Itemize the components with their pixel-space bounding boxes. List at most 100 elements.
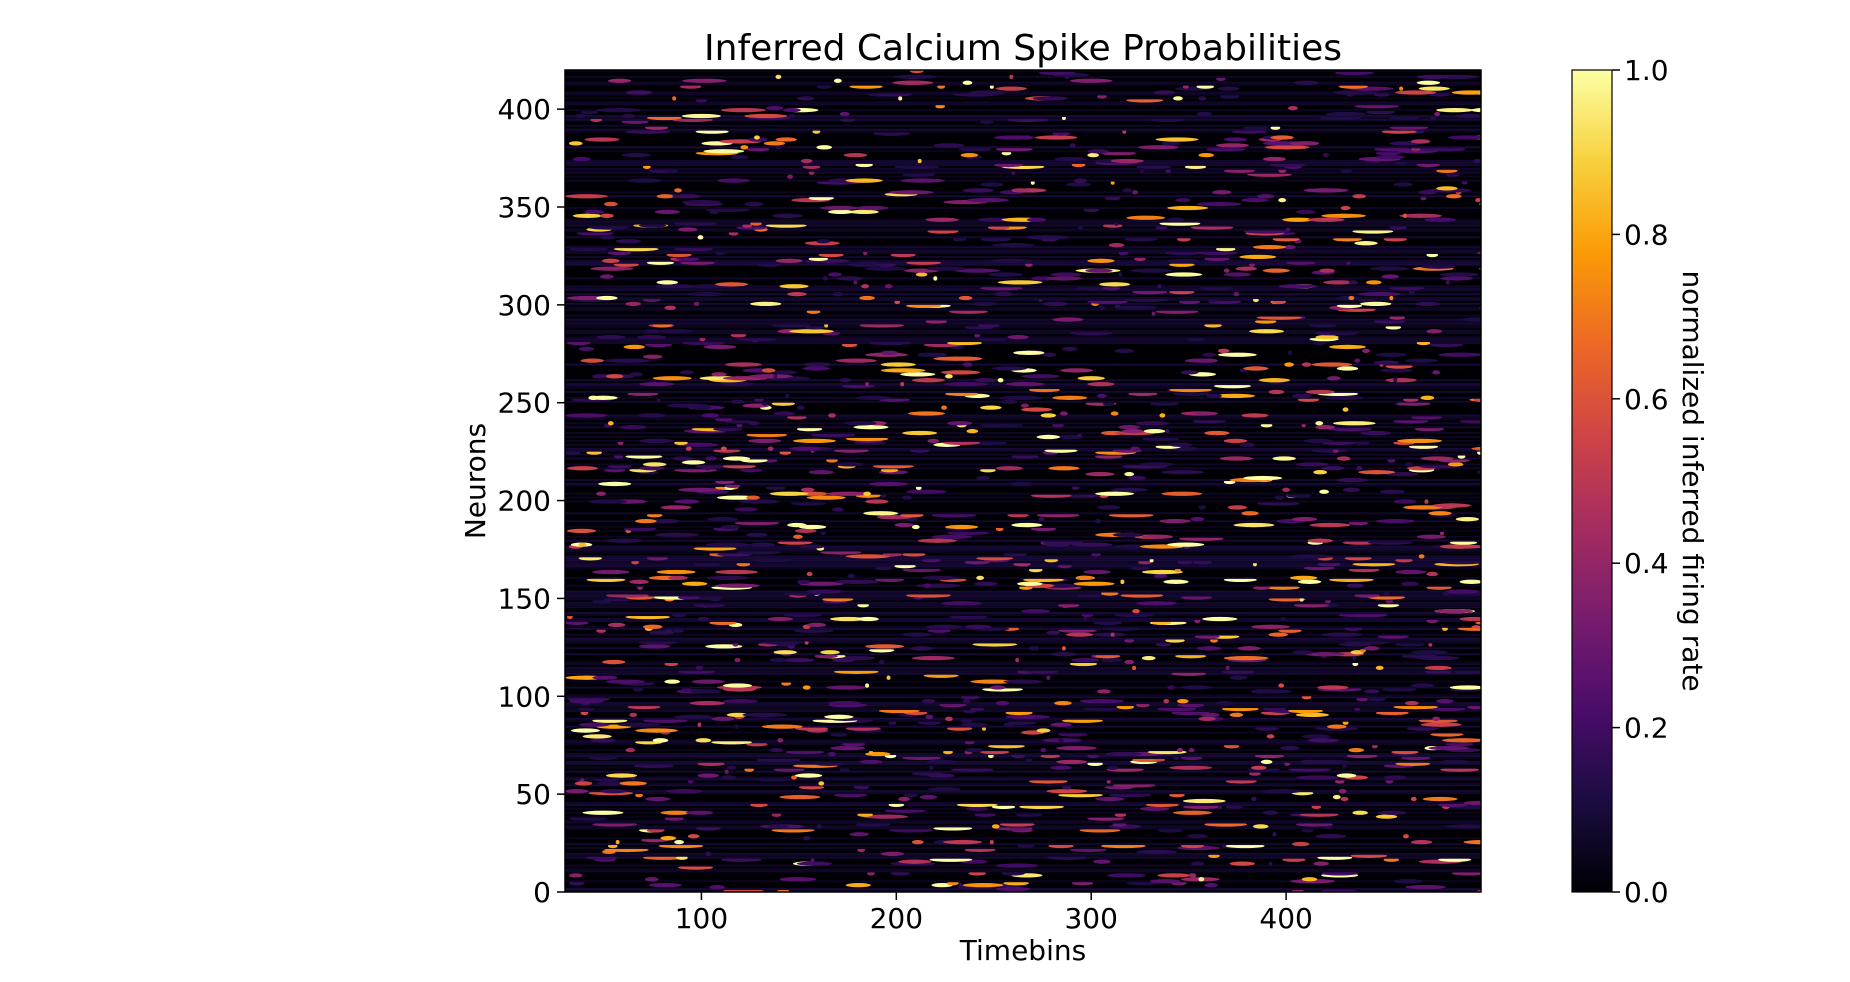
heatmap-cell xyxy=(863,491,871,496)
heatmap-cell xyxy=(911,655,955,661)
heatmap-cell xyxy=(954,268,1000,273)
heatmap-cell xyxy=(911,378,946,383)
heatmap-cell xyxy=(740,145,749,150)
heatmap-cell xyxy=(855,205,889,211)
heatmap-cell xyxy=(1399,86,1404,91)
heatmap-row-baseline xyxy=(565,529,1481,532)
heatmap-cell xyxy=(1198,96,1207,101)
heatmap-cell xyxy=(674,188,682,193)
heatmap-cell xyxy=(1477,889,1481,892)
heatmap-cell xyxy=(1046,675,1051,680)
heatmap-row-baseline xyxy=(565,414,1481,417)
heatmap-cell xyxy=(839,111,850,117)
heatmap-cell xyxy=(590,738,616,743)
y-tick-label: 0 xyxy=(533,876,551,909)
heatmap-cell xyxy=(1141,534,1174,539)
heatmap-cell xyxy=(1021,403,1029,408)
heatmap-cell xyxy=(802,685,811,690)
heatmap-cell xyxy=(1282,217,1314,222)
heatmap-row-baseline xyxy=(565,314,1481,317)
heatmap-cell xyxy=(660,505,692,510)
heatmap-cell xyxy=(1132,190,1138,195)
heatmap-cell xyxy=(1061,646,1066,651)
heatmap-cell xyxy=(945,374,953,379)
heatmap-cell xyxy=(1198,716,1216,721)
heatmap-cell xyxy=(1202,352,1216,357)
heatmap-cell xyxy=(900,178,946,183)
heatmap-cell xyxy=(1280,745,1300,751)
x-tick-label: 200 xyxy=(870,902,923,935)
heatmap-row-baseline xyxy=(565,297,1481,299)
heatmap-cell xyxy=(1153,573,1168,579)
heatmap-cell xyxy=(941,405,947,410)
heatmap-cell xyxy=(925,759,957,765)
heatmap-cell xyxy=(1256,194,1275,199)
heatmap-row-baseline xyxy=(565,207,1481,209)
heatmap-row-baseline xyxy=(565,400,1481,403)
heatmap-cell xyxy=(1321,466,1345,471)
heatmap-cell xyxy=(568,141,583,146)
heatmap-cell xyxy=(707,517,739,522)
heatmap-cell xyxy=(1295,712,1329,718)
heatmap-row-baseline xyxy=(565,93,1481,96)
heatmap-cell xyxy=(687,834,700,839)
heatmap-row-baseline xyxy=(565,547,1481,550)
heatmap-cell xyxy=(1003,679,1043,684)
heatmap-cell xyxy=(1403,505,1443,510)
heatmap-cell xyxy=(1180,685,1213,690)
chart-title: Inferred Calcium Spike Probabilities xyxy=(704,28,1342,69)
heatmap-cell xyxy=(629,579,649,584)
heatmap-row-baseline xyxy=(565,792,1481,795)
heatmap-row-baseline xyxy=(565,224,1481,227)
heatmap-cell xyxy=(915,272,928,277)
heatmap-cell xyxy=(800,158,813,164)
heatmap-cell xyxy=(1340,205,1351,211)
y-axis-label: Neurons xyxy=(459,423,492,539)
y-tick-label: 50 xyxy=(515,778,551,811)
heatmap-cell xyxy=(927,438,940,444)
heatmap-row-baseline xyxy=(565,171,1481,174)
heatmap-row-baseline xyxy=(565,324,1481,327)
heatmap-cell xyxy=(869,481,909,487)
heatmap-cell xyxy=(1042,301,1068,307)
heatmap-cell xyxy=(600,213,614,218)
heatmap-cell xyxy=(824,714,854,719)
heatmap-cell xyxy=(1432,370,1441,375)
heatmap-cell xyxy=(1132,665,1137,671)
heatmap-cell xyxy=(1309,522,1351,528)
heatmap-cell xyxy=(793,438,836,444)
heatmap-cell xyxy=(997,280,1043,285)
heatmap-cell xyxy=(639,644,671,649)
heatmap-cell xyxy=(832,291,844,297)
heatmap-cell xyxy=(1128,475,1146,481)
heatmap-cell xyxy=(678,487,721,492)
heatmap-cell xyxy=(744,113,788,119)
heatmap-cell xyxy=(1233,291,1240,297)
heatmap-row-baseline xyxy=(565,782,1481,785)
heatmap-cell xyxy=(720,446,727,451)
heatmap-row-baseline xyxy=(565,263,1481,266)
heatmap-cell xyxy=(635,518,657,524)
colorbar: 0.0 0.2 0.4 0.6 0.8 1.0 normalized inferred f… xyxy=(1571,54,1709,909)
heatmap-cell xyxy=(775,74,782,80)
heatmap-cell xyxy=(1237,646,1261,651)
heatmap-row-baseline xyxy=(565,535,1481,538)
heatmap-cell xyxy=(1009,481,1033,487)
heatmap-cell xyxy=(1352,810,1368,815)
heatmap-cell xyxy=(1410,139,1431,144)
heatmap-cell xyxy=(1325,395,1365,400)
heatmap-cell xyxy=(820,650,840,655)
heatmap-cell xyxy=(1017,581,1043,586)
heatmap-cell xyxy=(1404,700,1419,706)
heatmap-cell xyxy=(853,425,889,430)
heatmap-row-baseline xyxy=(565,222,1481,225)
heatmap-cell xyxy=(1139,806,1170,811)
heatmap-cell xyxy=(584,209,604,215)
heatmap-cell xyxy=(687,291,725,297)
heatmap-cell xyxy=(1157,873,1191,878)
heatmap-row-baseline xyxy=(565,708,1481,710)
heatmap-cell xyxy=(701,413,719,418)
heatmap-cell xyxy=(1046,630,1061,635)
heatmap-cell xyxy=(672,456,694,461)
heatmap-cell xyxy=(1052,395,1088,400)
